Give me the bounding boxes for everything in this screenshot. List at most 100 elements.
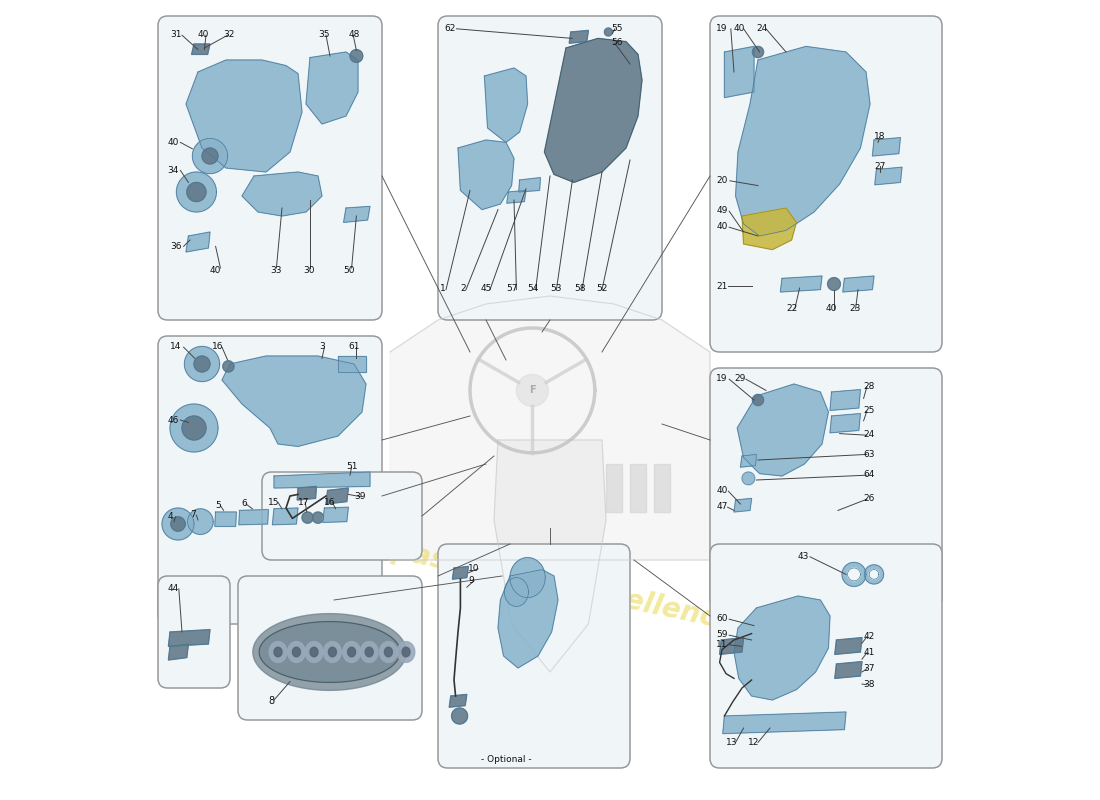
Text: 14: 14 <box>170 342 182 351</box>
Polygon shape <box>498 570 558 668</box>
Text: 17: 17 <box>298 498 309 506</box>
Polygon shape <box>869 570 879 579</box>
Polygon shape <box>274 647 282 657</box>
Text: 39: 39 <box>354 492 365 501</box>
Text: 24: 24 <box>864 430 874 439</box>
Text: 20: 20 <box>716 176 728 185</box>
Text: 51: 51 <box>346 462 358 471</box>
Text: 21: 21 <box>716 282 728 290</box>
Text: 12: 12 <box>748 738 760 746</box>
Polygon shape <box>188 509 213 534</box>
Text: 13: 13 <box>726 738 737 746</box>
Text: 42: 42 <box>864 632 874 641</box>
Polygon shape <box>310 647 318 657</box>
Text: 16: 16 <box>324 498 336 506</box>
FancyBboxPatch shape <box>238 576 422 720</box>
Polygon shape <box>736 46 870 236</box>
Polygon shape <box>329 647 337 657</box>
Polygon shape <box>343 206 370 222</box>
FancyBboxPatch shape <box>710 368 942 608</box>
Polygon shape <box>604 28 613 36</box>
Text: 46: 46 <box>167 416 179 425</box>
Polygon shape <box>187 182 206 202</box>
Text: 34: 34 <box>167 166 179 175</box>
Polygon shape <box>168 644 188 660</box>
Text: 36: 36 <box>170 242 182 250</box>
Polygon shape <box>390 296 710 560</box>
Text: 62: 62 <box>444 24 455 33</box>
Polygon shape <box>384 647 393 657</box>
Polygon shape <box>872 138 901 156</box>
Polygon shape <box>544 38 642 182</box>
Polygon shape <box>348 647 355 657</box>
Polygon shape <box>452 566 469 579</box>
FancyBboxPatch shape <box>262 472 422 560</box>
Polygon shape <box>827 278 840 290</box>
Text: 40: 40 <box>210 266 221 274</box>
FancyBboxPatch shape <box>438 544 630 768</box>
Polygon shape <box>176 172 217 212</box>
FancyBboxPatch shape <box>158 16 382 320</box>
Text: 10: 10 <box>469 564 480 573</box>
Text: 60: 60 <box>716 614 728 623</box>
Text: 54: 54 <box>528 284 539 293</box>
Text: 19: 19 <box>716 24 728 33</box>
Text: 40: 40 <box>716 222 728 231</box>
Polygon shape <box>361 642 378 662</box>
Polygon shape <box>740 454 757 467</box>
Text: 61: 61 <box>349 342 360 351</box>
Polygon shape <box>874 167 902 185</box>
Polygon shape <box>185 346 220 382</box>
Text: 16: 16 <box>212 342 224 351</box>
Polygon shape <box>449 694 466 707</box>
Text: 37: 37 <box>864 664 876 673</box>
Text: 27: 27 <box>874 162 886 170</box>
Polygon shape <box>654 464 670 512</box>
Text: 5: 5 <box>216 501 221 510</box>
Polygon shape <box>848 568 860 581</box>
Polygon shape <box>223 361 234 372</box>
Polygon shape <box>222 356 366 446</box>
Text: 35: 35 <box>318 30 330 39</box>
Text: 40: 40 <box>734 24 746 33</box>
Polygon shape <box>494 440 606 672</box>
Polygon shape <box>842 562 866 586</box>
Polygon shape <box>350 50 363 62</box>
Polygon shape <box>606 464 621 512</box>
Polygon shape <box>305 642 322 662</box>
Polygon shape <box>397 642 415 662</box>
Polygon shape <box>737 384 828 476</box>
Polygon shape <box>168 630 210 646</box>
Polygon shape <box>742 472 755 485</box>
FancyBboxPatch shape <box>158 336 382 624</box>
Text: 4: 4 <box>167 512 173 521</box>
Text: 1: 1 <box>440 284 447 293</box>
Polygon shape <box>830 390 860 410</box>
Text: 43: 43 <box>798 552 810 561</box>
Text: 30: 30 <box>304 266 315 274</box>
Polygon shape <box>510 558 546 598</box>
Text: 49: 49 <box>716 206 728 215</box>
Text: 38: 38 <box>864 680 876 689</box>
Polygon shape <box>191 44 210 54</box>
Text: 11: 11 <box>716 640 728 649</box>
Polygon shape <box>734 498 751 512</box>
FancyBboxPatch shape <box>710 544 942 768</box>
Polygon shape <box>170 404 218 452</box>
Polygon shape <box>516 374 549 406</box>
Polygon shape <box>293 647 300 657</box>
Polygon shape <box>725 46 754 98</box>
Text: 15: 15 <box>268 498 279 506</box>
Polygon shape <box>306 52 358 124</box>
Polygon shape <box>365 647 373 657</box>
Polygon shape <box>297 486 317 500</box>
Polygon shape <box>343 642 361 662</box>
Text: 8: 8 <box>268 696 275 706</box>
Polygon shape <box>780 276 822 292</box>
FancyBboxPatch shape <box>158 576 230 688</box>
Text: 55: 55 <box>610 24 623 33</box>
Polygon shape <box>569 30 589 43</box>
Text: 23: 23 <box>849 304 860 313</box>
Polygon shape <box>723 712 846 734</box>
Text: 18: 18 <box>874 132 886 141</box>
